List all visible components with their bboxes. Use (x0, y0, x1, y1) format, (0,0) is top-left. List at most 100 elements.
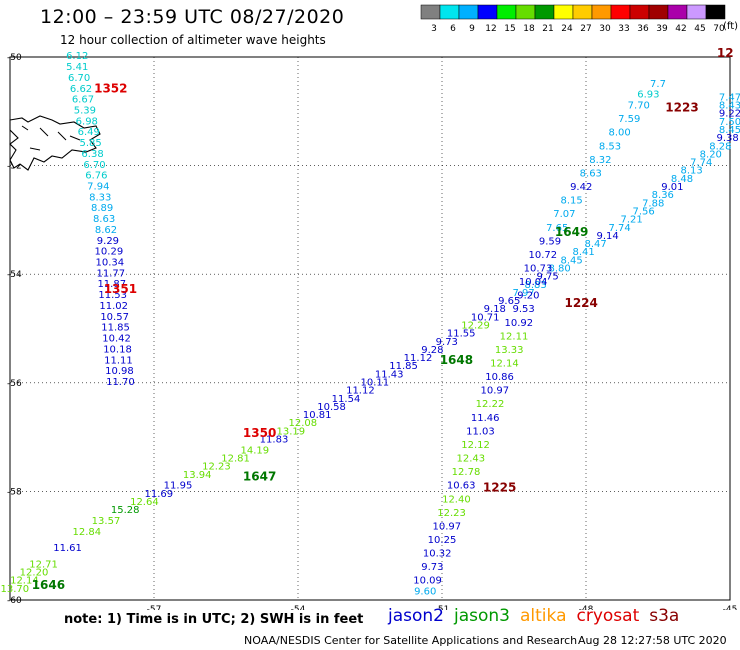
wave-height-value: 10.73 (524, 263, 553, 274)
wave-height-value: 14.19 (240, 445, 269, 456)
wave-height-value: 10.25 (428, 535, 457, 546)
y-tick-label: -50 (7, 53, 22, 63)
pass-time-labels: 1352 1351 1350 1647 1646 1648 1649 1224 1225 1223… (32, 46, 734, 592)
color-scale-label: 18 (523, 24, 535, 34)
track-1350-1352: 6.125.416.706.626.675.396.986.495.856.38… (66, 51, 135, 388)
wave-height-value: 8.33 (89, 192, 111, 203)
color-scale-label: 33 (618, 24, 629, 34)
wave-height-value: 10.72 (528, 250, 557, 261)
wave-height-value: 7.59 (618, 114, 640, 125)
pass-time-label: 1647 (243, 470, 276, 484)
falkland-islands-outline (9, 115, 101, 171)
x-tick-label: -54 (291, 605, 306, 610)
wave-height-value: 10.29 (95, 247, 124, 258)
color-swatch (439, 4, 460, 20)
wave-height-value: 12.64 (130, 497, 159, 508)
wave-height-value: 9.01 (661, 182, 683, 193)
wave-height-value: 11.53 (98, 290, 127, 301)
wave-height-value: 12.14 (490, 359, 519, 370)
color-scale-label: 30 (599, 24, 611, 34)
wave-height-value: 10.34 (96, 258, 125, 269)
color-scale-label: 39 (656, 24, 668, 34)
color-scale-label: 21 (542, 24, 553, 34)
wave-height-value: 11.61 (53, 543, 82, 554)
wave-height-value: 9.59 (539, 236, 561, 247)
color-swatch (648, 4, 669, 20)
wave-height-value: 8.00 (608, 128, 630, 139)
wave-height-value: 7.56 (632, 206, 654, 217)
wave-height-value: 7.70 (628, 101, 650, 112)
wave-height-value: 11.55 (447, 329, 476, 340)
wave-height-value: 10.57 (100, 312, 129, 323)
wave-height-value: 9.20 (517, 291, 539, 302)
wave-height-value: 10.18 (103, 344, 132, 355)
color-swatch (705, 4, 726, 20)
chart-subtitle: 12 hour collection of altimeter wave hei… (60, 33, 326, 47)
plot-frame: -57-54-51-48-45-50-52-54-56-58-60 (7, 53, 737, 610)
wave-height-value: 12.71 (29, 559, 58, 570)
color-scale-bar: 3 6 9 12 15 18 21 24 27 30 33 36 39 42 45 70 (420, 4, 726, 34)
color-swatch (534, 4, 555, 20)
wave-height-value: 10.71 (471, 312, 500, 323)
wave-height-value: 9.73 (436, 337, 458, 348)
wave-height-value: 8.43 (719, 101, 740, 112)
wave-height-value: 10.42 (102, 334, 131, 345)
color-swatch (515, 4, 536, 20)
chart-canvas: 3 6 9 12 15 18 21 24 27 30 33 36 39 42 45 70 -57 -54 -51-… (0, 4, 740, 610)
wave-height-value: 8.32 (589, 155, 611, 166)
color-swatch (610, 4, 631, 20)
wave-height-value: 11.77 (96, 268, 125, 279)
x-tick-label: -48 (579, 605, 594, 610)
wave-height-value: 13.94 (183, 470, 212, 481)
pass-time-label: 1223 (665, 100, 698, 114)
wave-height-value: 8.45 (560, 255, 582, 266)
wave-height-value: 9.18 (484, 304, 506, 315)
generated-time: Aug 28 12:27:58 UTC 2020 (578, 634, 727, 647)
satellite-legend-s3a: s3a (649, 606, 680, 626)
wave-height-value: 7.07 (553, 209, 575, 220)
wave-height-value: 6.49 (78, 127, 100, 138)
wave-height-value: 7.7 (650, 79, 666, 90)
wave-height-value: 8.48 (671, 174, 693, 185)
wave-height-value: 8.62 (95, 225, 117, 236)
color-swatch (572, 4, 593, 20)
wave-height-value: 6.70 (83, 160, 105, 171)
pass-time-label: 1649 (555, 225, 588, 239)
wave-height-value: 10.98 (105, 366, 134, 377)
wave-height-value: 12.29 (461, 321, 490, 332)
color-scale-label: 45 (694, 24, 705, 34)
wave-height-value: 9.53 (512, 304, 534, 315)
color-scale-label: 42 (675, 24, 686, 34)
wave-height-value: 7.88 (642, 198, 664, 209)
color-scale-label: 70 (713, 24, 725, 34)
track-1646-1649: 13.7012.1412.2012.7111.6112.8413.5715.28… (0, 92, 740, 594)
pass-time-label: 12 (717, 46, 734, 60)
pass-time-label: 1224 (564, 296, 597, 310)
wave-height-value: 8.20 (700, 149, 722, 160)
wave-height-value: 13.57 (92, 516, 121, 527)
wave-height-value: 9.65 (498, 296, 520, 307)
color-scale-units: (ft) (723, 21, 739, 32)
y-tick-label: -54 (7, 270, 22, 280)
footnote: note: 1) Time is in UTC; 2) SWH is in fe… (64, 612, 364, 627)
wave-height-value: 8.47 (584, 239, 606, 250)
wave-height-value: 6.67 (72, 95, 94, 106)
wave-height-value: 6.62 (70, 84, 92, 95)
pass-time-label: 1350 (243, 426, 276, 440)
wave-height-value: 10.86 (485, 372, 514, 383)
wave-height-value: 6.38 (81, 149, 103, 160)
wave-height-value: 12.11 (500, 331, 529, 342)
wave-height-value: 12.14 (10, 576, 39, 587)
wave-height-value: 5.41 (66, 62, 88, 73)
wave-height-value: 9.29 (97, 236, 119, 247)
wave-height-value: 9.14 (596, 231, 618, 242)
wave-height-value: 12.12 (461, 440, 490, 451)
wave-height-value: 7.74 (608, 223, 630, 234)
color-swatch (496, 4, 517, 20)
wave-height-value: 10.92 (504, 318, 533, 329)
x-tick-label: -51 (435, 605, 450, 610)
wave-height-value: 9.75 (536, 272, 558, 283)
wave-height-value: 11.03 (466, 426, 495, 437)
wave-height-value: 8.80 (548, 263, 570, 274)
x-tick-label: -45 (723, 605, 738, 610)
